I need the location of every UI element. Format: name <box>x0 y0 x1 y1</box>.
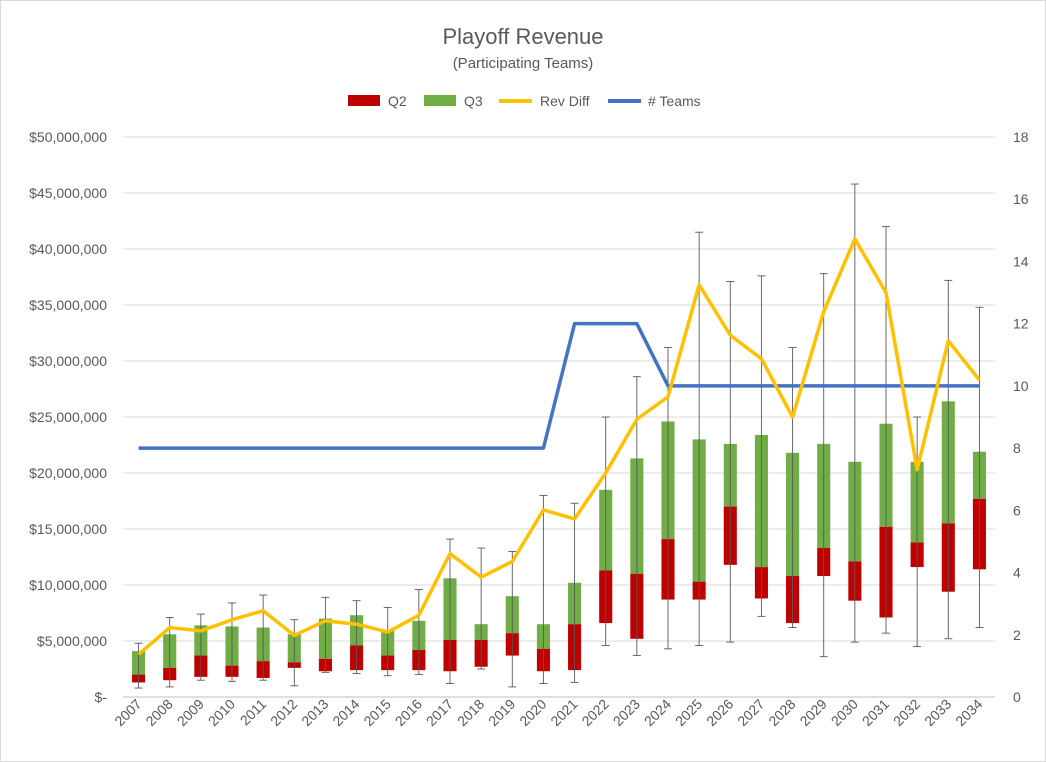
error-bars <box>134 183 984 689</box>
y-left-tick-label: $20,000,000 <box>29 465 107 481</box>
y-right-tick-label: 2 <box>1013 627 1021 643</box>
y-right-tick-label: 18 <box>1013 129 1029 145</box>
y-right-tick-label: 0 <box>1013 689 1021 705</box>
y-right-tick-label: 14 <box>1013 253 1029 269</box>
legend-label-q3: Q3 <box>464 93 483 109</box>
legend-label-rev-diff: Rev Diff <box>540 93 590 109</box>
teams-line <box>138 321 980 450</box>
y-right-tick-label: 4 <box>1013 565 1021 581</box>
lines <box>137 237 981 656</box>
y-right-tick-label: 12 <box>1013 316 1029 332</box>
y-left-tick-label: $25,000,000 <box>29 409 107 425</box>
chart-subtitle: (Participating Teams) <box>453 55 594 72</box>
y-left-tick-label: $40,000,000 <box>29 241 107 257</box>
legend-swatch-q2 <box>348 95 380 106</box>
chart-title: Playoff Revenue <box>442 24 603 49</box>
legend-label-q2: Q2 <box>388 93 407 109</box>
y-left-tick-label: $45,000,000 <box>29 185 107 201</box>
y-right-tick-label: 16 <box>1013 191 1029 207</box>
y-left-tick-label: $- <box>95 689 108 705</box>
y-left-tick-label: $30,000,000 <box>29 353 107 369</box>
y-right-tick-label: 10 <box>1013 378 1029 394</box>
legend-label-teams: # Teams <box>648 93 701 109</box>
y-right-tick-label: 6 <box>1013 502 1021 518</box>
y-left-tick-label: $50,000,000 <box>29 129 107 145</box>
legend-swatch-q3 <box>424 95 456 106</box>
rev-diff-line <box>137 237 981 656</box>
y-left-tick-label: $10,000,000 <box>29 577 107 593</box>
legend: Q2 Q3 Rev Diff # Teams <box>348 93 701 109</box>
y-right-tick-label: 8 <box>1013 440 1021 456</box>
y-left-tick-label: $35,000,000 <box>29 297 107 313</box>
y-left-tick-label: $5,000,000 <box>37 633 107 649</box>
y-left-tick-label: $15,000,000 <box>29 521 107 537</box>
